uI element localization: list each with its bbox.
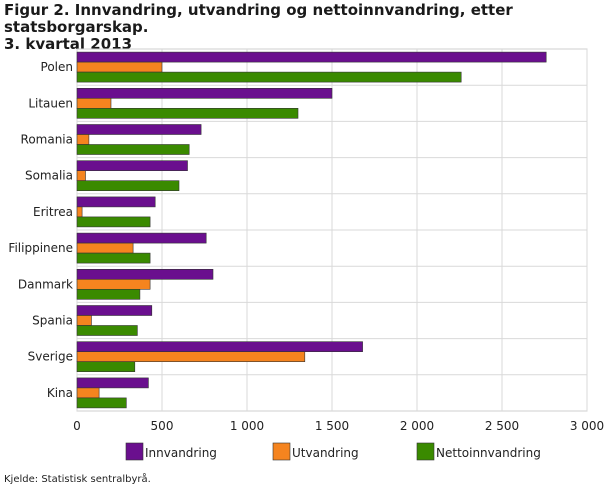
category-label: Kina xyxy=(47,386,73,400)
bar-innvandring-polen xyxy=(76,51,547,63)
bar-utvandring-eritrea xyxy=(76,206,83,218)
category-label: Polen xyxy=(41,60,73,74)
bar-nettoinnvandring-romania xyxy=(76,144,190,155)
category-label: Filippinene xyxy=(8,241,73,255)
x-tick-label: 2 000 xyxy=(400,419,434,433)
bar-utvandring-danmark xyxy=(76,278,151,290)
bar-nettoinnvandring-sverige xyxy=(76,361,136,373)
bar-nettoinnvandring-kina xyxy=(76,397,127,409)
bar-utvandring-polen xyxy=(76,61,163,73)
legend-label: Nettoinnvandring xyxy=(436,446,541,460)
source-note: Kjelde: Statistisk sentralbyrå. xyxy=(4,474,151,485)
x-tick-label: 1 000 xyxy=(230,419,264,433)
category-labels: Polen Litauen Romania Somalia Eritrea Filippi… xyxy=(8,60,73,400)
category-label: Litauen xyxy=(28,96,73,110)
bar-innvandring-spania xyxy=(76,305,153,316)
chart-title-line2: 3. kvartal 2013 xyxy=(4,35,133,53)
x-tick-label: 500 xyxy=(151,419,174,433)
bar-utvandring-filippinene xyxy=(76,242,134,254)
legend-label: Utvandring xyxy=(292,446,359,460)
category-label: Eritrea xyxy=(33,205,73,219)
chart-title: Figur 2. Innvandring, utvandring og nett… xyxy=(4,2,604,53)
bar-utvandring-spania xyxy=(76,315,92,326)
legend-swatch xyxy=(125,442,144,461)
category-label: Somalia xyxy=(25,169,73,183)
category-label: Sverige xyxy=(28,350,73,364)
bar-innvandring-danmark xyxy=(76,268,214,280)
bars xyxy=(76,51,547,409)
x-tick-label: 2 500 xyxy=(485,419,519,433)
bar-innvandring-eritrea xyxy=(76,196,156,208)
bar-utvandring-sverige xyxy=(76,351,306,363)
chart-title-line1: Figur 2. Innvandring, utvandring og nett… xyxy=(4,1,513,36)
bar-nettoinnvandring-filippinene xyxy=(76,252,151,264)
bar-nettoinnvandring-litauen xyxy=(76,108,299,119)
legend: Innvandring Utvandring Nettoinnvandring xyxy=(125,442,541,461)
category-label: Spania xyxy=(32,314,73,328)
category-label: Danmark xyxy=(18,277,73,291)
bar-innvandring-somalia xyxy=(76,160,188,171)
legend-swatch xyxy=(416,442,435,461)
x-tick-label: 0 xyxy=(73,419,81,433)
bar-innvandring-sverige xyxy=(76,341,363,353)
category-label: Romania xyxy=(21,133,73,147)
bar-nettoinnvandring-spania xyxy=(76,325,138,336)
x-tick-label: 1 500 xyxy=(315,419,349,433)
bar-utvandring-kina xyxy=(76,387,100,399)
bar-utvandring-somalia xyxy=(76,170,86,181)
bar-nettoinnvandring-danmark xyxy=(76,288,141,300)
legend-swatch xyxy=(272,442,291,461)
bar-innvandring-litauen xyxy=(76,88,333,99)
bar-nettoinnvandring-eritrea xyxy=(76,216,151,228)
bar-nettoinnvandring-somalia xyxy=(76,180,180,191)
bar-utvandring-romania xyxy=(76,134,90,145)
x-tick-label: 3 000 xyxy=(570,419,604,433)
bar-nettoinnvandring-polen xyxy=(76,71,462,83)
x-tick-labels: 0 500 1 000 1 500 2 000 2 500 3 000 xyxy=(73,419,604,433)
bar-innvandring-kina xyxy=(76,377,149,389)
bar-utvandring-litauen xyxy=(76,98,112,109)
bar-innvandring-romania xyxy=(76,124,202,135)
legend-label: Innvandring xyxy=(145,446,217,460)
bar-innvandring-filippinene xyxy=(76,232,207,244)
